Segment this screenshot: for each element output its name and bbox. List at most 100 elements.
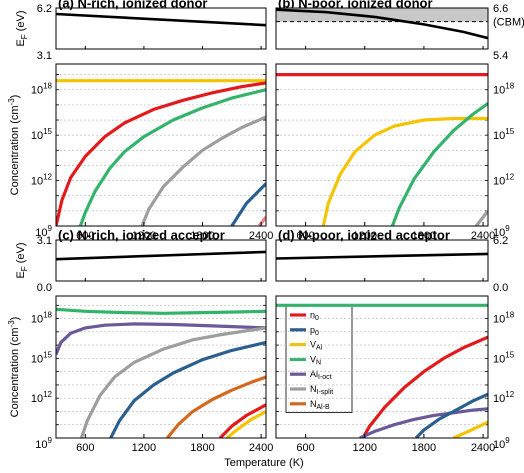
panel-a: (a) N-rich, ionized donor 6.2 3.1 EF (eV) 10… (7, 0, 273, 242)
series-VAl (225, 410, 266, 438)
tick-base: 10 (493, 314, 505, 326)
x-tick-label: 1200 (353, 442, 377, 454)
legend-main: N (310, 384, 317, 394)
ef-axis-label: EF (eV) (15, 10, 29, 46)
fermi-level-line (276, 252, 488, 260)
series-NIsplit (474, 209, 488, 226)
tick-exp: 18 (43, 311, 52, 320)
tick-exp: 12 (505, 390, 514, 399)
tick-exp: 15 (505, 350, 514, 359)
x-tick-label: 2400 (249, 230, 273, 242)
ef-tick-label: 3.1 (37, 235, 52, 247)
label-part: Concentration (cm (9, 327, 21, 417)
tick-exp: 9 (505, 224, 510, 233)
x-tick-label: 1800 (190, 442, 214, 454)
conc-tick-label: 1015 (493, 350, 515, 365)
legend-entry: AlI-oct (310, 369, 332, 381)
tick-base: 10 (493, 393, 505, 405)
tick-exp: 18 (505, 311, 514, 320)
series-VAl (321, 116, 488, 226)
label-part: F (20, 34, 29, 39)
x-tick-label: 1800 (412, 230, 436, 242)
tick-exp: 15 (43, 127, 52, 136)
tick-base: 10 (35, 227, 47, 239)
label-part: (eV) (15, 10, 27, 34)
series-p0 (414, 392, 488, 438)
panel-title: (b) N-poor, ionized donor (278, 0, 433, 11)
x-tick-label: 600 (76, 442, 94, 454)
x-tick-label: 1800 (190, 230, 214, 242)
label-part: E (15, 271, 27, 278)
conc-tick-label: 1012 (493, 390, 515, 405)
legend-sub: I-oct (318, 374, 332, 381)
label-part: ) (9, 317, 21, 321)
label-part: E (15, 39, 27, 46)
series-p0 (109, 340, 266, 438)
tick-exp: 18 (505, 82, 514, 91)
legend-main: N (310, 399, 317, 409)
legend-sub: Al (316, 345, 323, 352)
series-VAl (452, 420, 488, 438)
legend-main: V (310, 340, 316, 350)
ef-tick-label: 3.1 (37, 50, 52, 62)
label-part: F (20, 266, 29, 271)
legend-sub: Al-B (317, 404, 331, 411)
cbm-label: (CBM) (493, 17, 524, 29)
tick-base: 10 (31, 393, 43, 405)
fermi-level-line (276, 8, 488, 40)
conc-frame (55, 295, 267, 439)
legend-entry: NAl-B (310, 399, 330, 411)
tick-exp: 15 (505, 127, 514, 136)
ef-tick-label: 6.2 (37, 3, 52, 15)
legend-entry: VAl (310, 340, 323, 352)
panel-d: (d) N-poor, ionized acceptor 6.20.0101810… (275, 228, 515, 454)
legend-main: n (310, 310, 315, 320)
legend-entry: NI-split (310, 384, 333, 396)
conc-tick-label: 109 (35, 436, 52, 451)
series-AlIoct (56, 322, 266, 356)
conc-frame (55, 63, 267, 227)
series-VN (78, 88, 266, 226)
panel-title: (a) N-rich, ionized donor (58, 0, 208, 11)
ef-tick-label: 6.6 (493, 3, 508, 15)
tick-base: 10 (31, 176, 43, 188)
conc-tick-label: 1018 (31, 82, 53, 97)
conc-tick-label: 1018 (493, 82, 515, 97)
conc-frame (275, 295, 489, 439)
series-NAlB (166, 375, 266, 438)
panel-b: (b) N-poor, ionized donor 6.6 5.4 (CBM) 1018… (275, 0, 524, 242)
panel-c: (c) N-rich, ionized acceptor 3.1 0.0 EF (eV… (7, 228, 273, 455)
tick-exp: 18 (43, 82, 52, 91)
tick-base: 10 (35, 439, 47, 451)
tick-exp: 9 (505, 436, 510, 445)
tick-base: 10 (31, 85, 43, 97)
legend-main: p (310, 325, 315, 335)
series-n0 (218, 403, 266, 438)
legend-sub: 0 (315, 330, 319, 337)
series-NIsplit (79, 326, 266, 438)
ef-frame (275, 7, 489, 50)
tick-exp: 12 (43, 173, 52, 182)
legend-sub: I-split (317, 389, 334, 396)
conc-axis-label: Concentration (cm-3) (7, 95, 21, 196)
tick-base: 10 (31, 130, 43, 142)
series-AlIoct (359, 407, 488, 438)
legend-main: V (310, 354, 316, 364)
tick-exp: 15 (43, 350, 52, 359)
conc-tick-label: 109 (493, 436, 510, 451)
x-tick-label: 1200 (353, 230, 377, 242)
ef-tick-label: 5.4 (493, 50, 508, 62)
conc-tick-label: 1015 (31, 127, 53, 142)
legend-main: Al (310, 369, 318, 379)
legend-entry: VN (310, 354, 321, 366)
conc-axis-label: Concentration (cm-3) (7, 317, 21, 418)
fermi-level-line (56, 12, 266, 27)
tick-base: 10 (31, 353, 43, 365)
x-axis-label: Temperature (K) (224, 457, 303, 469)
conc-tick-label: 1012 (31, 390, 53, 405)
legend-sub: N (316, 359, 321, 366)
fermi-level-line (56, 250, 266, 261)
tick-exp: 9 (48, 436, 53, 445)
